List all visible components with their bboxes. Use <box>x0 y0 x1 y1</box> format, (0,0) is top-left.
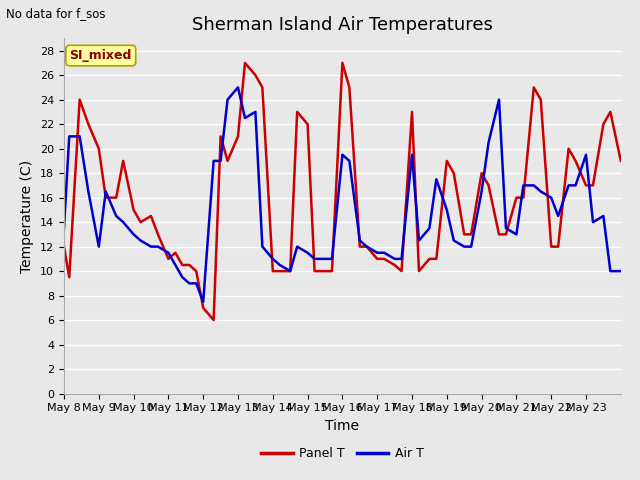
Panel T <box>321 268 329 274</box>
Air T <box>102 189 109 194</box>
Air T <box>310 256 318 262</box>
X-axis label: Time: Time <box>325 419 360 433</box>
Legend: Panel T, Air T: Panel T, Air T <box>257 443 428 466</box>
Panel T <box>102 195 109 201</box>
Air T <box>617 268 625 274</box>
Air T <box>234 84 242 90</box>
Text: SI_mixed: SI_mixed <box>70 49 132 62</box>
Air T <box>513 231 520 237</box>
Title: Sherman Island Air Temperatures: Sherman Island Air Temperatures <box>192 16 493 34</box>
Panel T <box>617 158 625 164</box>
Air T <box>241 115 249 121</box>
Air T <box>200 299 207 305</box>
Panel T <box>234 133 242 139</box>
Line: Panel T: Panel T <box>64 63 621 320</box>
Panel T <box>310 268 318 274</box>
Text: No data for f_sos: No data for f_sos <box>6 7 106 20</box>
Panel T <box>241 60 249 66</box>
Air T <box>60 226 68 231</box>
Panel T <box>193 268 200 274</box>
Line: Air T: Air T <box>64 87 621 302</box>
Panel T <box>210 317 218 323</box>
Panel T <box>60 244 68 250</box>
Panel T <box>513 195 520 201</box>
Air T <box>321 256 329 262</box>
Air T <box>193 280 200 286</box>
Y-axis label: Temperature (C): Temperature (C) <box>20 159 35 273</box>
